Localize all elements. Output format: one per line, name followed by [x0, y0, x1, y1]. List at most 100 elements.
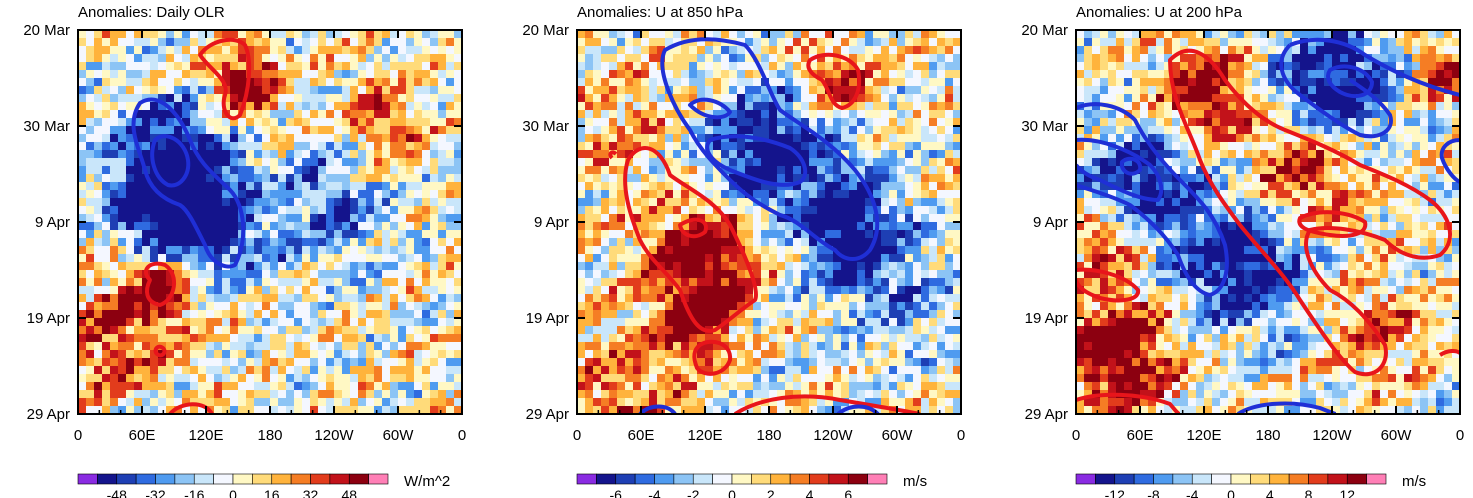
heatmap-cell — [398, 294, 407, 303]
heatmap-cell — [721, 190, 730, 199]
heatmap-cell — [801, 286, 810, 295]
heatmap-cell — [334, 150, 343, 159]
heatmap-cell — [729, 62, 738, 71]
heatmap-cell — [833, 190, 842, 199]
heatmap-cell — [366, 358, 375, 367]
heatmap-cell — [214, 182, 223, 191]
heatmap-cell — [126, 126, 135, 135]
heatmap-cell — [126, 150, 135, 159]
heatmap-cell — [641, 174, 650, 183]
heatmap-cell — [577, 206, 586, 215]
heatmap-cell — [825, 390, 834, 399]
heatmap-cell — [913, 70, 922, 79]
heatmap-cell — [937, 62, 946, 71]
heatmap-cell — [278, 302, 287, 311]
heatmap-cell — [649, 310, 658, 319]
heatmap-cell — [833, 110, 842, 119]
heatmap-cell — [374, 366, 383, 375]
heatmap-cell — [593, 78, 602, 87]
heatmap-cell — [286, 150, 295, 159]
heatmap-cell — [785, 278, 794, 287]
heatmap-cell — [118, 222, 127, 231]
heatmap-cell — [326, 238, 335, 247]
heatmap-cell — [929, 342, 938, 351]
heatmap-cell — [681, 62, 690, 71]
heatmap-cell — [334, 254, 343, 263]
heatmap-cell — [937, 86, 946, 95]
heatmap-cell — [769, 262, 778, 271]
heatmap-cell — [142, 246, 151, 255]
heatmap-cell — [406, 406, 415, 414]
heatmap-cell — [1092, 30, 1101, 39]
heatmap-cell — [230, 118, 239, 127]
heatmap-cell — [769, 326, 778, 335]
heatmap-cell — [937, 270, 946, 279]
heatmap-cell — [118, 174, 127, 183]
colorbar-swatch — [867, 473, 888, 485]
heatmap-cell — [446, 246, 455, 255]
heatmap-cell — [809, 182, 818, 191]
heatmap-cell — [793, 126, 802, 135]
heatmap-cell — [881, 374, 890, 383]
heatmap-cell — [817, 198, 826, 207]
heatmap-cell — [398, 46, 407, 55]
heatmap-cell — [945, 262, 954, 271]
heatmap-cell — [230, 366, 239, 375]
heatmap-cell — [78, 390, 87, 399]
heatmap-cell — [230, 54, 239, 63]
heatmap-cell — [278, 382, 287, 391]
heatmap-cell — [601, 118, 610, 127]
heatmap-cell — [761, 182, 770, 191]
heatmap-cell — [158, 374, 167, 383]
heatmap-cell — [286, 126, 295, 135]
heatmap-cell — [126, 118, 135, 127]
heatmap-cell — [1452, 46, 1460, 55]
heatmap-cell — [833, 174, 842, 183]
heatmap-cell — [929, 102, 938, 111]
heatmap-cell — [134, 230, 143, 239]
heatmap-cell — [126, 334, 135, 343]
heatmap-cell — [390, 158, 399, 167]
heatmap-cell — [310, 102, 319, 111]
heatmap-cell — [905, 294, 914, 303]
heatmap-cell — [729, 30, 738, 39]
heatmap-cell — [166, 238, 175, 247]
heatmap-cell — [593, 286, 602, 295]
heatmap-cell — [849, 222, 858, 231]
heatmap-cell — [198, 318, 207, 327]
heatmap-cell — [905, 238, 914, 247]
heatmap-cell — [310, 86, 319, 95]
heatmap-cell — [817, 382, 826, 391]
heatmap-cell — [625, 214, 634, 223]
heatmap-cell — [190, 270, 199, 279]
heatmap-cell — [769, 246, 778, 255]
heatmap-cell — [825, 182, 834, 191]
heatmap-cell — [366, 366, 375, 375]
heatmap-cell — [801, 262, 810, 271]
heatmap-cell — [721, 302, 730, 311]
heatmap-cell — [745, 62, 754, 71]
heatmap-cell — [609, 182, 618, 191]
heatmap-cell — [446, 302, 455, 311]
heatmap-cell — [945, 182, 954, 191]
heatmap-cell — [649, 286, 658, 295]
heatmap-cell — [889, 390, 898, 399]
heatmap-cell — [1164, 54, 1173, 63]
heatmap-cell — [102, 38, 111, 47]
heatmap-cell — [262, 270, 271, 279]
heatmap-cell — [889, 278, 898, 287]
heatmap-cell — [334, 94, 343, 103]
heatmap-cell — [705, 318, 714, 327]
heatmap-cell — [649, 38, 658, 47]
heatmap-cell — [390, 46, 399, 55]
heatmap-cell — [350, 126, 359, 135]
heatmap-cell — [318, 326, 327, 335]
heatmap-cell — [302, 334, 311, 343]
heatmap-cell — [270, 222, 279, 231]
heatmap-cell — [454, 358, 462, 367]
heatmap-cell — [761, 294, 770, 303]
x-tick-label: 60E — [129, 427, 156, 444]
heatmap-cell — [913, 390, 922, 399]
heatmap-cell — [446, 54, 455, 63]
heatmap-cell — [953, 30, 961, 39]
